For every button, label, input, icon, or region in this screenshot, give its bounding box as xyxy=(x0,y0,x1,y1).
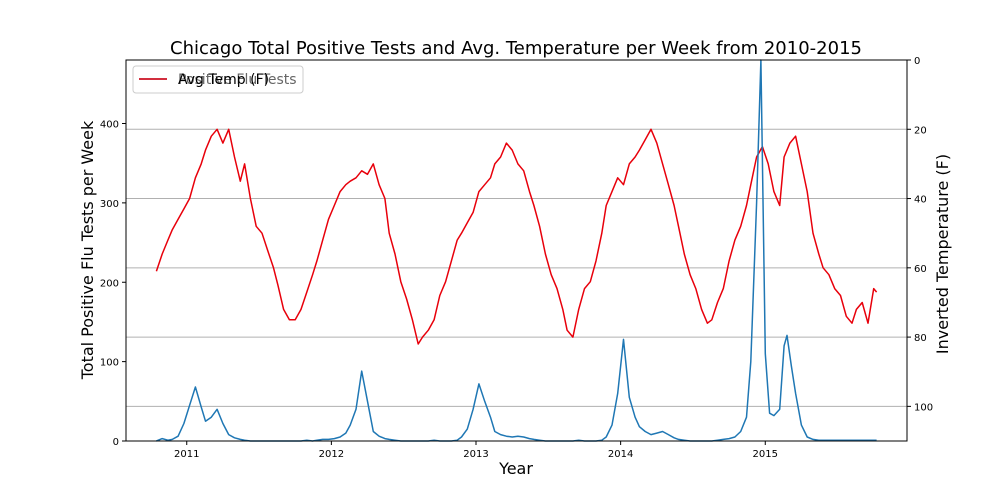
x-tick-label: 2015 xyxy=(753,449,778,460)
series-layer xyxy=(155,59,878,442)
y-tick-label-left: 0 xyxy=(113,437,119,448)
y-tick-label-right: 0 xyxy=(914,56,920,67)
y-tick-label-left: 300 xyxy=(100,199,119,210)
x-tick-label: 2014 xyxy=(608,449,633,460)
legend-label-avg-temp: Avg Temp (F) xyxy=(178,72,269,88)
y-tick-label-right: 60 xyxy=(914,264,927,275)
legend-label-flu-tests: Positive Flu Tests xyxy=(178,72,297,88)
y-tick-label-right: 100 xyxy=(914,402,933,413)
legend-box xyxy=(132,65,304,94)
y-tick-label-right: 80 xyxy=(914,333,927,344)
series-line-avg-temp xyxy=(155,128,878,345)
y-axis-label-right: Inverted Temperature (F) xyxy=(933,154,952,354)
y-tick-label-right: 40 xyxy=(914,195,927,206)
x-axis-label: Year xyxy=(498,459,533,478)
y-tick-label-left: 100 xyxy=(100,358,119,369)
y-tick-label-right: 20 xyxy=(914,125,927,136)
y-tick-label-left: 200 xyxy=(100,278,119,289)
x-tick-label: 2011 xyxy=(174,449,199,460)
y-axis-label-left: Total Positive Flu Tests per Week xyxy=(78,120,97,380)
y-tick-label-left: 400 xyxy=(100,120,119,131)
plot-frame xyxy=(125,59,908,442)
x-axis: 2011 2012 2013 2014 2015 xyxy=(174,441,778,460)
x-tick-label: 2012 xyxy=(319,449,344,460)
y-axis-left: 0 100 200 300 400 xyxy=(100,120,126,448)
chart-title: Chicago Total Positive Tests and Avg. Te… xyxy=(170,38,862,59)
x-tick-label: 2013 xyxy=(463,449,488,460)
y-axis-right: 0 20 40 60 80 100 xyxy=(907,56,933,413)
series-line-flu-tests xyxy=(156,59,877,442)
